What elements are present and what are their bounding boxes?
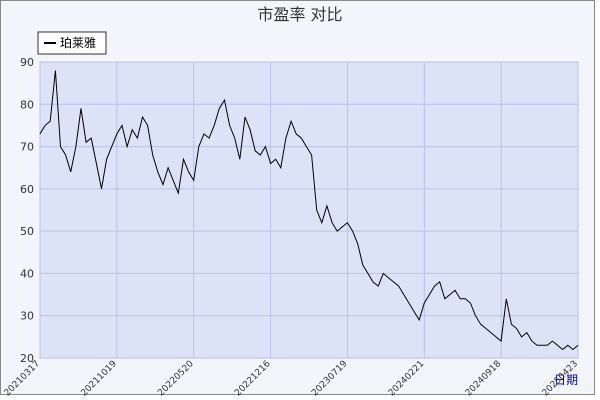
- y-tick-label: 80: [20, 98, 34, 111]
- chart-title: 市盈率 对比: [257, 5, 342, 24]
- y-tick-label: 90: [20, 56, 34, 69]
- y-tick-label: 50: [20, 225, 34, 238]
- y-tick-label: 30: [20, 310, 34, 323]
- legend-label: 珀莱雅: [60, 35, 96, 50]
- plot-area: [39, 61, 579, 359]
- y-tick-label: 20: [20, 352, 34, 365]
- y-tick-label: 70: [20, 141, 34, 154]
- y-tick-label: 40: [20, 267, 34, 280]
- legend: 珀莱雅: [37, 31, 107, 55]
- line-series: [39, 70, 579, 351]
- legend-box: [37, 31, 107, 55]
- y-tick-label: 60: [20, 183, 34, 196]
- x-axis-label: 日期: [554, 373, 578, 387]
